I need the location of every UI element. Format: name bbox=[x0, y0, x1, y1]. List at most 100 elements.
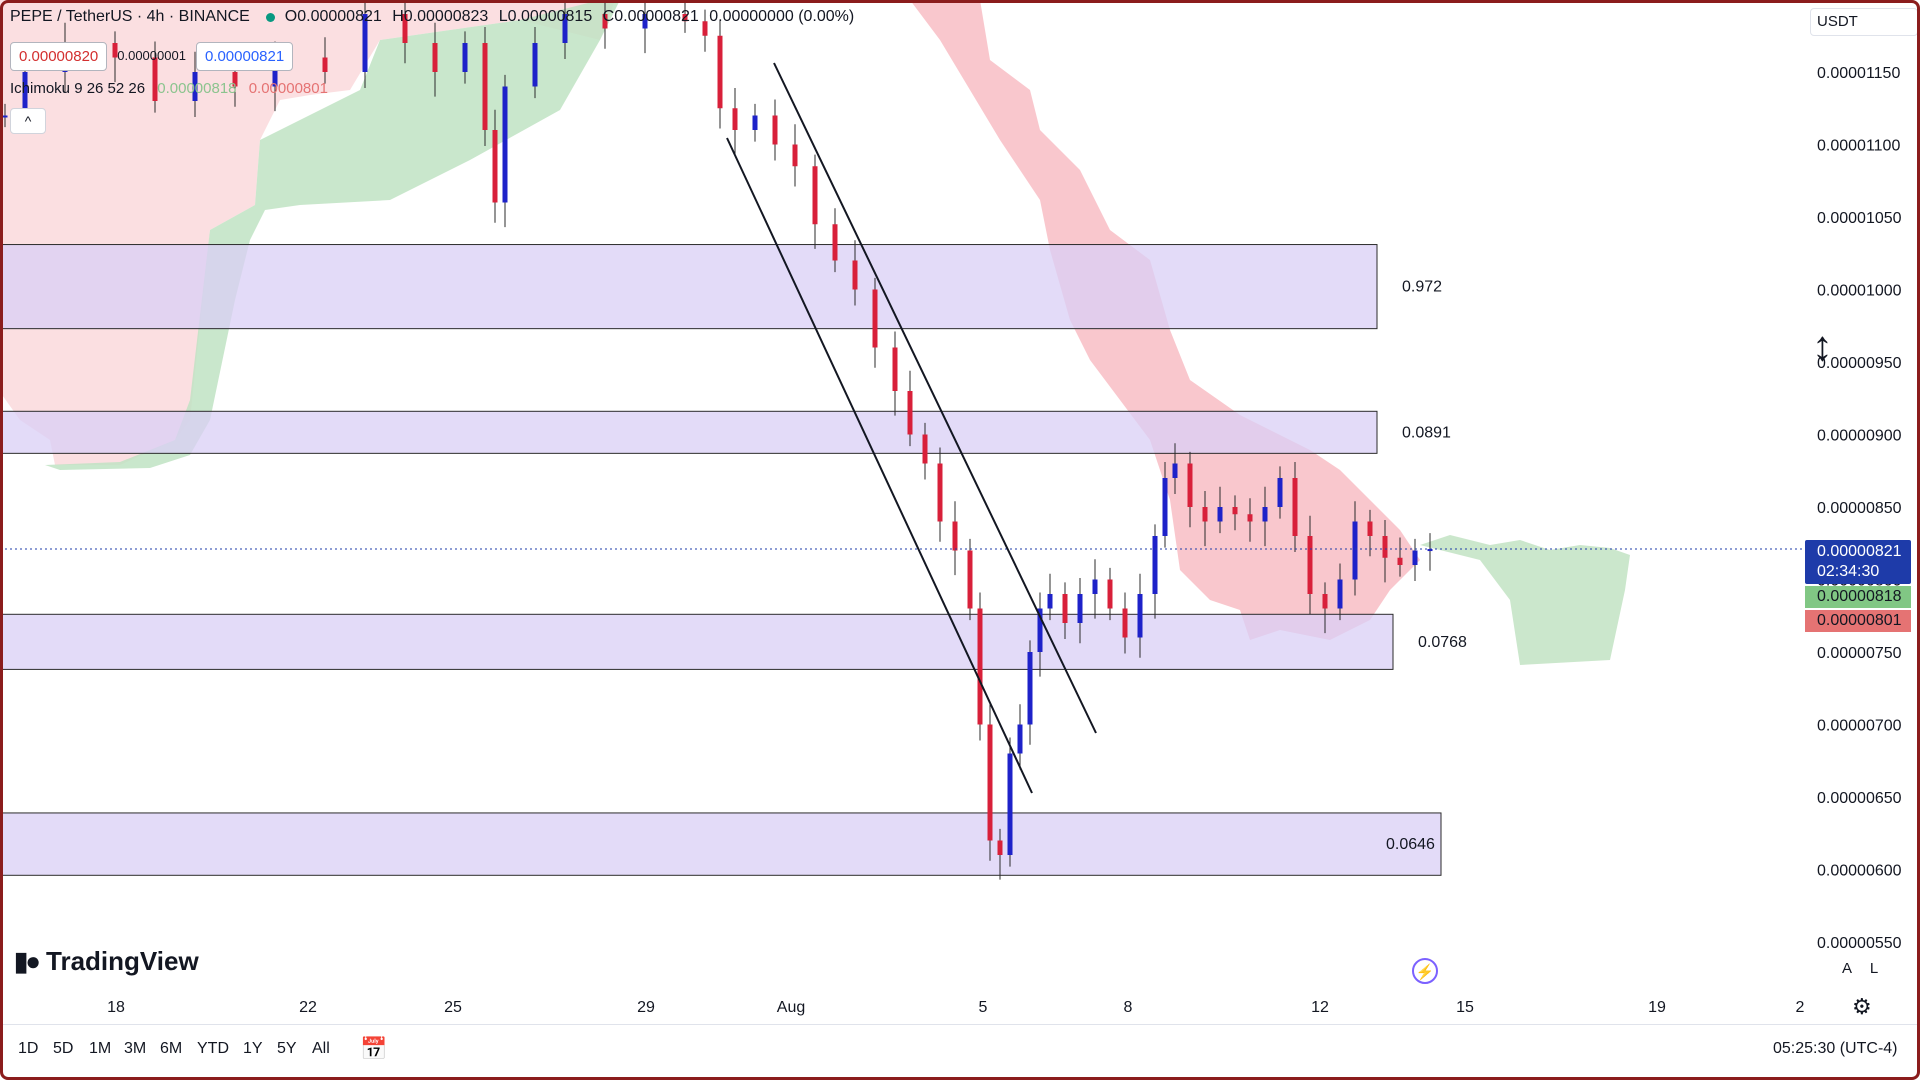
range-1y[interactable]: 1Y bbox=[243, 1040, 263, 1057]
price-tick-label: 0.00001050 bbox=[1817, 210, 1902, 227]
candle-body bbox=[492, 130, 498, 203]
time-tick-label: 25 bbox=[444, 999, 462, 1016]
candle-body bbox=[112, 43, 118, 58]
candle-body bbox=[1412, 550, 1418, 565]
trend-channel bbox=[726, 62, 1097, 794]
candle-body bbox=[752, 115, 758, 130]
zone-2 bbox=[0, 613, 1394, 670]
range-3m[interactable]: 3M bbox=[124, 1040, 147, 1057]
time-tick-label: 5 bbox=[979, 999, 988, 1016]
settings-icon[interactable]: ⚙ bbox=[1852, 994, 1872, 1019]
zone-1 bbox=[0, 410, 1378, 454]
candle-body bbox=[432, 43, 438, 72]
market-status-icon bbox=[265, 12, 275, 22]
candle-body bbox=[977, 608, 983, 725]
candle-body bbox=[322, 57, 328, 72]
candle-body bbox=[1427, 549, 1433, 552]
zone-label-3: 0.0646 bbox=[1386, 836, 1435, 853]
candle-body bbox=[1092, 579, 1098, 594]
candle-body bbox=[402, 14, 408, 43]
candle-body bbox=[717, 35, 723, 109]
symbol-legend: PEPE / TetherUS · 4h · BINANCE O0.000008… bbox=[10, 8, 860, 26]
auto-scale-button[interactable]: A bbox=[1841, 960, 1852, 977]
candle-body bbox=[1277, 478, 1283, 507]
candle-body bbox=[937, 463, 943, 522]
range-1d[interactable]: 1D bbox=[18, 1040, 39, 1057]
cloud-green-left bbox=[45, 0, 620, 470]
zone-label-1: 0.0891 bbox=[1402, 424, 1451, 441]
clock[interactable]: 05:25:30 (UTC-4) bbox=[1773, 1040, 1898, 1057]
cloud-green-right bbox=[1420, 535, 1630, 665]
range-all[interactable]: All bbox=[312, 1040, 330, 1057]
candle-body bbox=[1367, 521, 1373, 536]
candle-body bbox=[702, 21, 708, 36]
calendar-icon[interactable]: 📅 bbox=[360, 1036, 388, 1061]
indicator-legend[interactable]: Ichimoku 9 26 52 26 0.00000818 0.0000080… bbox=[10, 80, 328, 97]
time-tick-label: Aug bbox=[777, 999, 805, 1016]
candle-body bbox=[812, 166, 818, 225]
open-value: O0.00000821 bbox=[284, 8, 382, 25]
range-5d[interactable]: 5D bbox=[53, 1040, 74, 1057]
collapse-legend-button[interactable]: ^ bbox=[10, 108, 46, 134]
span-a-badge: 0.00000818 bbox=[1805, 586, 1911, 608]
candle-body bbox=[967, 550, 973, 609]
candle-body bbox=[1172, 463, 1178, 478]
candle-body bbox=[1107, 579, 1113, 609]
sell-button[interactable]: 0.00000820 bbox=[10, 42, 108, 71]
candle-body bbox=[462, 43, 468, 72]
time-tick-label: 12 bbox=[1311, 999, 1329, 1016]
candle-body bbox=[872, 289, 878, 348]
zone-label-0: 0.972 bbox=[1402, 279, 1442, 296]
candle-body bbox=[1232, 507, 1238, 515]
tradingview-logo-icon: ▮● bbox=[14, 946, 41, 976]
candle-body bbox=[987, 724, 993, 841]
price-tick-label: 0.00000950 bbox=[1817, 355, 1902, 372]
candle-body bbox=[532, 43, 538, 87]
candle-body bbox=[772, 115, 778, 145]
log-scale-button[interactable]: L bbox=[1869, 960, 1879, 977]
time-tick-label: 22 bbox=[299, 999, 317, 1016]
resize-cursor-icon: ↕ bbox=[1812, 322, 1833, 369]
flash-icon[interactable]: ⚡ bbox=[1412, 958, 1438, 984]
span-b-badge: 0.00000801 bbox=[1805, 610, 1911, 632]
brand[interactable]: ▮● TradingView bbox=[14, 946, 199, 977]
price-tick-label: 0.00001150 bbox=[1817, 65, 1900, 82]
candle-body bbox=[192, 72, 198, 101]
candle-body bbox=[152, 57, 158, 101]
candle-body bbox=[502, 86, 508, 203]
candle-body bbox=[682, 14, 688, 22]
candle-body bbox=[1307, 536, 1313, 594]
last-price-badge: 0.00000821 02:34:30 bbox=[1805, 540, 1911, 584]
close-value: C0.00000821 bbox=[602, 8, 699, 25]
candle-body bbox=[1217, 507, 1223, 522]
candle-body bbox=[272, 57, 278, 87]
candle-body bbox=[732, 108, 738, 130]
symbol-title[interactable]: PEPE / TetherUS · 4h · BINANCE bbox=[10, 8, 250, 25]
candle-body bbox=[907, 391, 913, 435]
candle-body bbox=[1007, 753, 1013, 855]
candle-body bbox=[642, 14, 648, 29]
candle-body bbox=[232, 72, 238, 87]
range-1m[interactable]: 1M bbox=[89, 1040, 112, 1057]
brand-name: TradingView bbox=[46, 946, 199, 976]
time-tick-label: 29 bbox=[637, 999, 655, 1016]
candle-body bbox=[832, 224, 838, 261]
ohlc-values: O0.00000821 H0.00000823 L0.00000815 C0.0… bbox=[285, 8, 860, 26]
candle-body bbox=[1027, 652, 1033, 725]
candle-body bbox=[922, 434, 928, 464]
buy-button[interactable]: 0.00000821 bbox=[195, 42, 294, 71]
low-value: L0.00000815 bbox=[498, 8, 593, 25]
range-6m[interactable]: 6M bbox=[160, 1040, 183, 1057]
candle-body bbox=[952, 521, 958, 551]
candle-body bbox=[1262, 507, 1268, 522]
candle-body bbox=[1337, 579, 1343, 609]
range-ytd[interactable]: YTD bbox=[197, 1040, 229, 1057]
candle-body bbox=[852, 260, 858, 290]
bar-countdown: 02:34:30 bbox=[1817, 563, 1880, 580]
candle-body bbox=[22, 72, 28, 116]
range-5y[interactable]: 5Y bbox=[277, 1040, 297, 1057]
candle-body bbox=[1187, 463, 1193, 507]
currency-selector[interactable]: USDT bbox=[1810, 8, 1918, 36]
candle-body bbox=[1352, 521, 1358, 580]
